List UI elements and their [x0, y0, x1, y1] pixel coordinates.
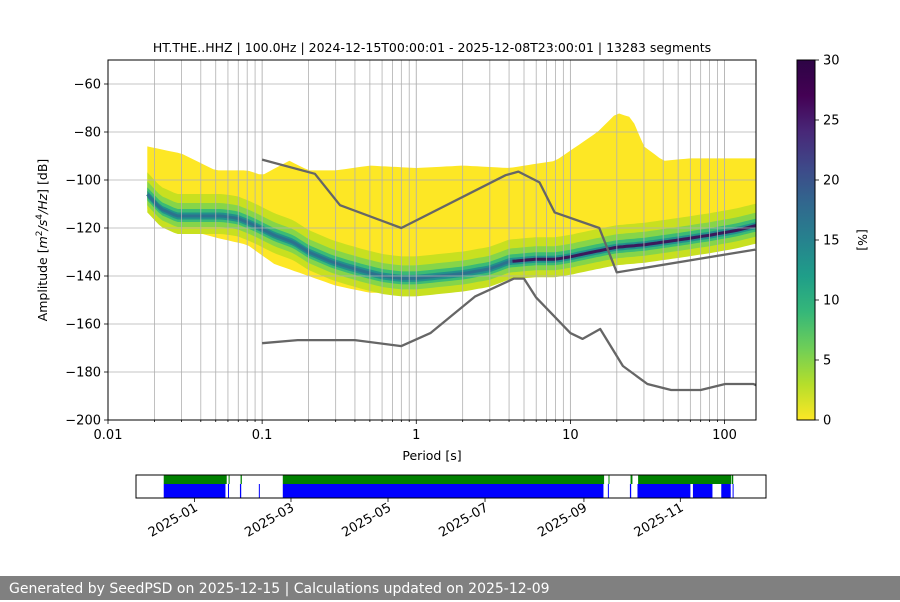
timeline-blue-segment [692, 484, 713, 498]
colorbar-tick-label: 25 [823, 114, 840, 129]
timeline-tick-label: 2025-09 [535, 500, 590, 540]
timeline-green-segment [731, 475, 734, 484]
colorbar-tick-label: 0 [823, 414, 831, 429]
timeline-tick-label: 2025-07 [436, 500, 491, 540]
timeline-blue-segment [258, 484, 260, 498]
timeline-green-segment [630, 475, 633, 484]
timeline-green-segment [608, 475, 610, 484]
timeline-green-segment [228, 475, 230, 484]
y-tick-label: −80 [74, 126, 101, 141]
timeline-blue-segment [721, 484, 731, 498]
timeline-ticks: 2025-01 2025-03 2025-05 2025-07 2025-09 2025-… [146, 498, 686, 541]
timeline-frame [135, 474, 767, 499]
nhnm-line [261, 158, 756, 274]
model-lines-layer [261, 158, 756, 392]
colorbar-tick-label: 20 [823, 174, 840, 189]
timeline-green-segment [638, 475, 732, 484]
colorbar-tick-label: 10 [823, 294, 840, 309]
density-mode-line-peak [512, 224, 756, 263]
x-tick-label: 0.1 [252, 428, 273, 443]
timeline-blue-segment [239, 484, 242, 498]
timeline-tick-label: 2025-01 [146, 500, 201, 540]
colorbar-gradient [796, 59, 816, 421]
y-tick-label: −100 [65, 174, 101, 189]
x-tick-label: 1 [412, 428, 420, 443]
data-availability-timeline: 2025-01 2025-03 2025-05 2025-07 2025-09 2025-… [135, 474, 767, 541]
timeline-blue-segment [629, 484, 632, 498]
colorbar-tick-label: 30 [823, 54, 840, 69]
timeline-green-segment [240, 475, 242, 484]
timeline-blue-segment [607, 484, 609, 498]
timeline-tick-label: 2025-03 [242, 500, 297, 540]
timeline-green-segment [282, 475, 605, 484]
colorbar-label: [%] [855, 229, 870, 251]
timeline-tick-label: 2025-05 [339, 500, 394, 540]
grid-layer [108, 60, 756, 420]
timeline-blue-segment [227, 484, 229, 498]
x-ticks: 0.01 0.1 1 10 100 [94, 420, 737, 443]
timeline-tick-label: 2025-11 [632, 500, 687, 540]
x-axis-label: Period [s] [402, 448, 461, 463]
footer-bar: Generated by SeedPSD on 2025-12-15 | Cal… [0, 576, 900, 600]
chart-title: HT.THE..HHZ | 100.0Hz | 2024-12-15T00:00… [153, 40, 711, 55]
y-tick-label: −180 [65, 366, 101, 381]
timeline-blue-segment [163, 484, 226, 498]
nlnm-line [262, 277, 756, 392]
y-tick-label: −140 [65, 270, 101, 285]
density-band-light [147, 172, 756, 297]
colorbar: 0 5 10 15 20 25 30 [%] [796, 54, 870, 429]
psd-chart: 0.01 0.1 1 10 100 −60−80−100−120−140−160−180… [35, 40, 870, 541]
y-tick-label: −200 [65, 414, 101, 429]
footer-text: Generated by SeedPSD on 2025-12-15 | Cal… [9, 581, 550, 597]
plot-area: 0.01 0.1 1 10 100 −60 −80 −100 −120 −140 −160 −180… [65, 59, 757, 443]
x-tick-label: 100 [712, 428, 737, 443]
colorbar-ticks: 0 5 10 15 20 25 30 [815, 54, 840, 429]
timeline-blue-segment [637, 484, 691, 498]
timeline-bars [163, 475, 734, 498]
timeline-blue-segment [282, 484, 604, 498]
y-tick-label: −160 [65, 318, 101, 333]
y-tick-label: −120 [65, 222, 101, 237]
timeline-green-segment [163, 475, 227, 484]
timeline-blue-segment [732, 484, 734, 498]
plot-frame [107, 59, 757, 421]
y-axis-label: Amplitude [m2/s4/Hz] [dB] [35, 159, 50, 322]
y-tick-label: −60 [74, 78, 101, 93]
colorbar-tick-label: 5 [823, 354, 831, 369]
colorbar-tick-label: 15 [823, 234, 840, 249]
x-tick-label: 10 [562, 428, 579, 443]
x-tick-label: 0.01 [94, 428, 123, 443]
y-ticks: −60 −80 −100 −120 −140 −160 −180 −200 [65, 78, 108, 429]
